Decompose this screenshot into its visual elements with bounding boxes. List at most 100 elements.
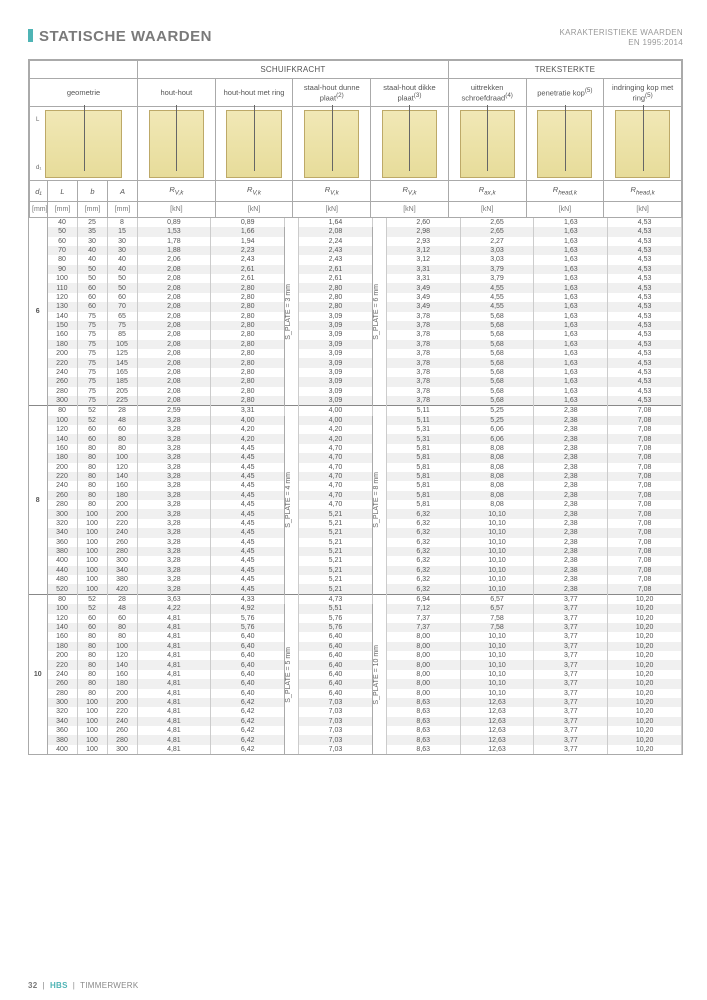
cell-geom: 300: [107, 556, 137, 565]
cell-geom: 100: [107, 642, 137, 651]
cell-rvk: 6,40: [211, 670, 285, 679]
u-A: [mm]: [108, 201, 138, 217]
cell-trek: 5,68: [460, 312, 534, 321]
cell-rvk: 8,00: [386, 670, 460, 679]
cell-trek: 10,20: [608, 707, 682, 716]
cell-trek: 10,10: [460, 509, 534, 518]
cell-geom: 48: [107, 604, 137, 613]
cell-geom: 260: [107, 538, 137, 547]
cell-geom: 280: [47, 500, 77, 509]
cell-rvk: 6,32: [386, 547, 460, 556]
cell-geom: 80: [77, 463, 107, 472]
u-c2: [kN]: [215, 201, 293, 217]
cell-trek: 12,63: [460, 745, 534, 754]
table-row: 4801003803,284,455,216,3210,102,387,08: [29, 575, 682, 584]
cell-trek: 3,77: [534, 604, 608, 613]
cell-trek: 4,53: [608, 377, 682, 386]
cell-trek: 2,38: [534, 584, 608, 594]
cell-rvk: 3,28: [137, 434, 211, 443]
subtitle-1: KARAKTERISTIEKE WAARDEN: [559, 28, 683, 37]
table-row: 6030301,781,942,242,932,271,634,53: [29, 237, 682, 246]
table-row: 88052282,593,31S_PLATE = 4 mm4,00S_PLATE…: [29, 406, 682, 416]
cell-rvk: 2,08: [137, 321, 211, 330]
cell-trek: 4,53: [608, 368, 682, 377]
cell-geom: 52: [77, 406, 107, 416]
cell-trek: 4,53: [608, 302, 682, 311]
cell-geom: 240: [47, 481, 77, 490]
cell-rvk: 0,89: [211, 218, 285, 227]
cell-trek: 10,20: [608, 745, 682, 754]
cell-geom: 185: [107, 377, 137, 386]
cell-trek: 10,20: [608, 698, 682, 707]
cell-trek: 12,63: [460, 726, 534, 735]
cell-trek: 7,08: [608, 406, 682, 416]
cell-rvk: 5,81: [386, 500, 460, 509]
cell-rvk: 3,28: [137, 425, 211, 434]
cell-trek: 1,63: [534, 255, 608, 264]
cell-rvk: 5,31: [386, 425, 460, 434]
cell-trek: 10,10: [460, 547, 534, 556]
cell-trek: 10,20: [608, 604, 682, 613]
cell-rvk: 2,43: [299, 246, 373, 255]
cell-rvk: 3,78: [386, 396, 460, 406]
page-title: STATISCHE WAARDEN: [28, 28, 212, 45]
cell-trek: 3,77: [534, 594, 608, 604]
cell-rvk: 3,09: [299, 349, 373, 358]
cell-geom: 100: [77, 509, 107, 518]
cell-rvk: 3,28: [137, 481, 211, 490]
cell-geom: 280: [107, 735, 137, 744]
cell-trek: 1,63: [534, 302, 608, 311]
cell-trek: 2,38: [534, 491, 608, 500]
col-c3: staal-hout dunne plaat(2): [293, 78, 371, 107]
cell-geom: 100: [77, 745, 107, 754]
cell-trek: 3,03: [460, 255, 534, 264]
cell-geom: 260: [47, 377, 77, 386]
cell-geom: 100: [107, 453, 137, 462]
cell-trek: 1,63: [534, 396, 608, 406]
table-row: 5035151,531,662,082,982,651,634,53: [29, 227, 682, 236]
cell-trek: 5,68: [460, 321, 534, 330]
cell-trek: 10,20: [608, 632, 682, 641]
cell-geom: 100: [77, 538, 107, 547]
cell-geom: 60: [77, 283, 107, 292]
cell-rvk: 4,81: [137, 707, 211, 716]
cell-rvk: 6,42: [211, 745, 285, 754]
cell-rvk: 6,40: [211, 660, 285, 669]
cell-geom: 75: [107, 321, 137, 330]
cell-rvk: 4,70: [299, 472, 373, 481]
cell-rvk: 2,80: [211, 349, 285, 358]
cell-geom: 80: [77, 472, 107, 481]
cell-trek: 4,53: [608, 293, 682, 302]
cell-rvk: 6,42: [211, 735, 285, 744]
cell-rvk: 4,81: [137, 679, 211, 688]
cell-trek: 2,38: [534, 509, 608, 518]
cell-trek: 10,10: [460, 632, 534, 641]
cell-rvk: 8,63: [386, 698, 460, 707]
cell-geom: 180: [107, 679, 137, 688]
cell-trek: 12,63: [460, 707, 534, 716]
cell-trek: 10,10: [460, 679, 534, 688]
cell-geom: 60: [107, 293, 137, 302]
cell-trek: 5,25: [460, 406, 534, 416]
cell-trek: 10,20: [608, 679, 682, 688]
cell-rvk: 3,31: [211, 406, 285, 416]
cell-rvk: 3,09: [299, 358, 373, 367]
cell-geom: 200: [107, 509, 137, 518]
cell-geom: 60: [107, 425, 137, 434]
cell-trek: 2,38: [534, 519, 608, 528]
cell-geom: 340: [47, 528, 77, 537]
cell-trek: 10,20: [608, 614, 682, 623]
cell-geom: 75: [77, 330, 107, 339]
cell-geom: 260: [47, 679, 77, 688]
cell-rvk: 2,80: [211, 377, 285, 386]
cell-geom: 70: [47, 246, 77, 255]
sym-rvk-1: RV,k: [138, 181, 216, 202]
cell-rvk: 3,09: [299, 321, 373, 330]
cell-rvk: 2,08: [137, 387, 211, 396]
cell-trek: 7,08: [608, 463, 682, 472]
cell-rvk: 7,03: [299, 707, 373, 716]
cell-rvk: 3,78: [386, 377, 460, 386]
cell-trek: 4,53: [608, 237, 682, 246]
footer-pagenum: 32: [28, 981, 38, 990]
cell-trek: 3,77: [534, 689, 608, 698]
